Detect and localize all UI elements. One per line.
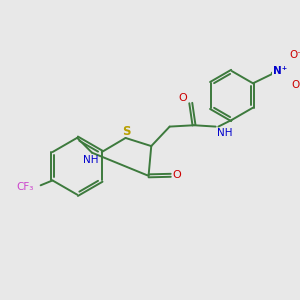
Text: O: O [172, 170, 181, 180]
Text: S: S [122, 125, 130, 138]
Text: NH: NH [217, 128, 232, 137]
Text: NH: NH [83, 155, 98, 165]
Text: O: O [291, 80, 300, 90]
Text: CF₃: CF₃ [17, 182, 34, 192]
Text: O⁻: O⁻ [289, 50, 300, 60]
Text: N⁺: N⁺ [273, 66, 287, 76]
Text: O: O [179, 93, 188, 103]
